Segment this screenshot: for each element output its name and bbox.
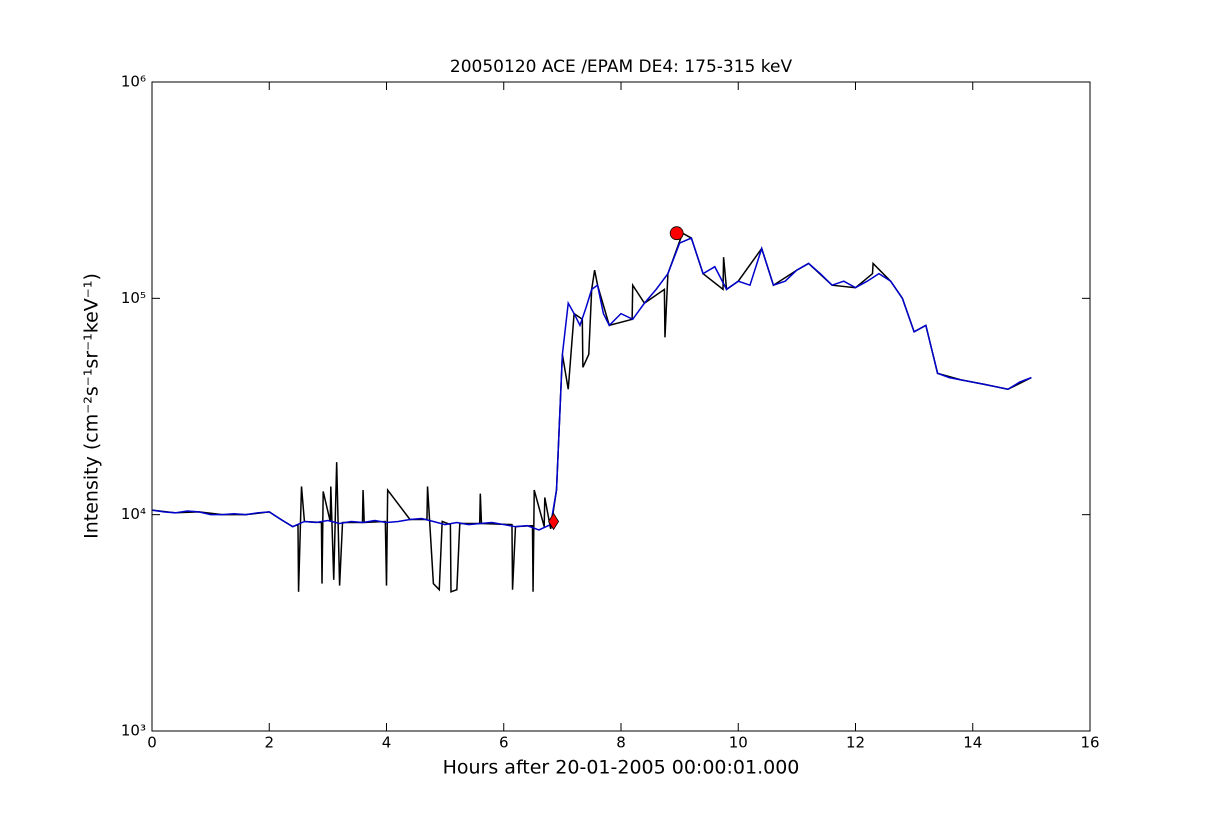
x-tick-label: 12 [846, 734, 865, 752]
peak-marker [669, 226, 684, 241]
x-tick-label: 14 [963, 734, 982, 752]
x-tick-label: 0 [147, 734, 157, 752]
plot-frame [151, 81, 1091, 732]
y-tick-label: 10³ [121, 722, 146, 740]
x-axis-label: Hours after 20-01-2005 00:00:01.000 [443, 757, 800, 779]
data-line [151, 232, 1032, 593]
x-tick-label: 16 [1080, 734, 1099, 752]
y-axis-label: Intensity (cm⁻²s⁻¹sr⁻¹keV⁻¹) [81, 273, 103, 539]
data-line [151, 237, 1032, 531]
onset-marker [548, 512, 560, 531]
y-tick-label: 10⁴ [121, 505, 146, 523]
x-tick-label: 2 [264, 734, 274, 752]
chart-title: 20050120 ACE /EPAM DE4: 175-315 keV [450, 57, 793, 77]
x-tick-label: 8 [616, 734, 626, 752]
x-tick-label: 10 [729, 734, 748, 752]
y-tick-label: 10⁵ [121, 289, 146, 307]
x-tick-label: 4 [382, 734, 392, 752]
x-tick-label: 6 [499, 734, 509, 752]
y-tick-label: 10⁶ [121, 73, 146, 91]
